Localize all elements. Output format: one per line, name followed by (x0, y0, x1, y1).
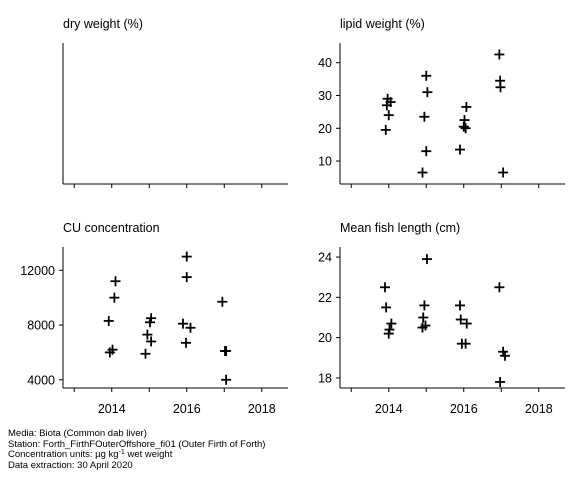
data-point (455, 144, 465, 155)
data-point (217, 296, 228, 307)
y-tick-label: 12000 (20, 264, 55, 278)
data-point (383, 110, 394, 121)
data-point (385, 97, 396, 108)
panel-title: Mean fish length (cm) (340, 221, 460, 235)
data-point (494, 282, 505, 293)
footer-media: Media: Biota (Common dab liver) (8, 428, 147, 439)
data-point (461, 318, 472, 329)
data-point (107, 344, 118, 355)
y-tick-label: 22 (318, 291, 332, 305)
data-point (459, 115, 470, 126)
footer-units-suffix: wet weight (124, 449, 173, 460)
data-point (178, 318, 188, 329)
data-point (109, 292, 120, 303)
data-point (421, 146, 432, 157)
data-point (422, 87, 433, 98)
footer-units-exponent: -1 (118, 449, 125, 456)
panel-dry-weight: dry weight (%) (62, 17, 288, 188)
data-point (380, 124, 391, 135)
data-point (386, 318, 397, 329)
y-tick-label: 24 (318, 251, 332, 265)
data-point (221, 374, 232, 385)
data-point (181, 251, 192, 262)
data-point (500, 350, 510, 361)
data-point (146, 313, 157, 324)
data-point (461, 101, 472, 112)
data-point (103, 315, 114, 326)
data-point (420, 320, 431, 331)
data-point (417, 167, 428, 178)
y-tick-label: 20 (318, 122, 332, 136)
data-point (419, 300, 430, 311)
data-point (381, 302, 392, 313)
data-point (142, 329, 153, 340)
data-point (380, 282, 390, 293)
data-point (146, 336, 157, 347)
data-point (455, 300, 465, 311)
data-point (185, 322, 196, 333)
data-point (495, 376, 506, 387)
footer-extraction: Data extraction: 30 April 2020 (8, 459, 133, 471)
data-point (384, 324, 395, 335)
panel-lipid-weight: lipid weight (%) 10 20 30 40 (318, 17, 565, 188)
x-tick-label: 2016 (173, 402, 201, 416)
x-tick-label: 2018 (525, 402, 553, 416)
data-point (498, 167, 509, 178)
y-tick-label: 8000 (27, 319, 55, 333)
data-point (181, 272, 192, 283)
y-tick-label: 20 (318, 331, 332, 345)
x-tick-label: 2018 (248, 402, 276, 416)
footer-units: Concentration units: µg kg-1 wet weight (8, 449, 265, 461)
y-tick-label: 4000 (27, 373, 55, 387)
footer-units-prefix: Concentration units: µg kg (8, 449, 119, 460)
panel-title: CU concentration (63, 221, 160, 235)
data-point (494, 49, 505, 60)
data-point (460, 338, 471, 349)
data-point (110, 276, 121, 287)
data-point (419, 111, 430, 122)
footer-station: Station: Forth_FirthFOuterOffshore_fi01 … (8, 438, 266, 450)
data-point (421, 70, 432, 81)
data-point (455, 314, 466, 325)
y-tick-label: 18 (318, 371, 332, 385)
x-tick-label: 2014 (98, 402, 126, 416)
panel-title: lipid weight (%) (340, 17, 425, 31)
panel-mean-fish-length: Mean fish length (cm) 2014 2016 2018 18 20 22 2… (318, 221, 565, 416)
y-tick-label: 10 (318, 155, 332, 169)
x-tick-label: 2016 (450, 402, 478, 416)
data-point (140, 348, 151, 359)
data-point (422, 254, 432, 265)
y-tick-label: 40 (318, 56, 332, 70)
data-point (221, 346, 232, 357)
panel-title: dry weight (%) (63, 17, 143, 31)
data-point (495, 82, 506, 93)
data-point (418, 312, 429, 323)
x-tick-label: 2014 (375, 402, 403, 416)
chart-footer: Media: Biota (Common dab liver) Station:… (8, 428, 266, 471)
data-point (460, 123, 471, 134)
panel-cu-concentration: CU concentration 2014 2016 2018 4000 8000 1200… (20, 221, 288, 416)
y-tick-label: 30 (318, 89, 332, 103)
data-point (181, 337, 191, 348)
